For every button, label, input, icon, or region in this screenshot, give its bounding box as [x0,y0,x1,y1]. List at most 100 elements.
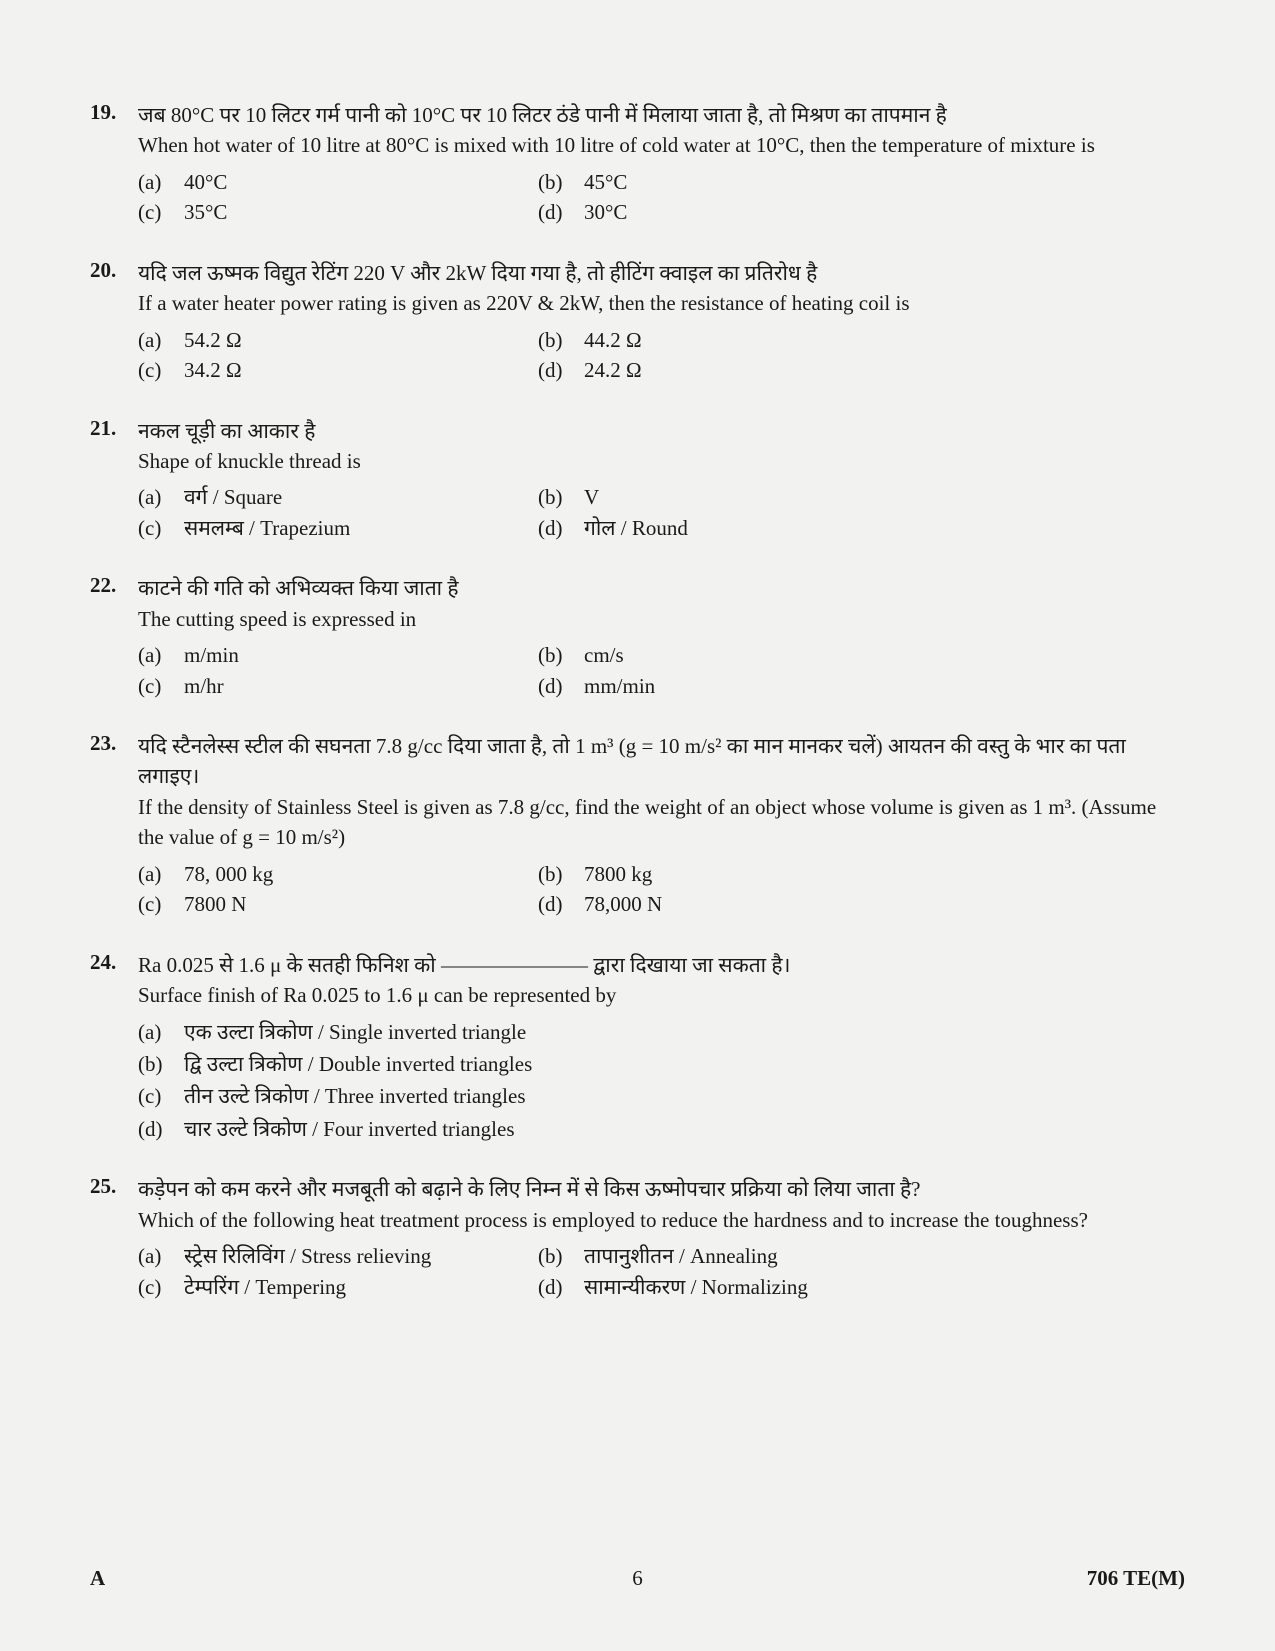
option[interactable]: (a)40°C [138,167,538,197]
option[interactable]: (b)7800 kg [538,859,1185,889]
question: 23.यदि स्टैनलेस्स स्टील की सघनता 7.8 g/c… [90,731,1185,920]
option-text: 35°C [184,197,538,227]
option-text: 34.2 Ω [184,355,538,385]
question-text-english: Surface finish of Ra 0.025 to 1.6 μ can … [138,980,1185,1010]
question-text-english: Shape of knuckle thread is [138,446,1185,476]
option-label: (b) [538,167,584,197]
option-label: (a) [138,167,184,197]
option-label: (a) [138,482,184,512]
question-text-hindi: काटने की गति को अभिव्यक्त किया जाता है [138,573,1185,603]
option-label: (c) [138,671,184,701]
question-number: 22. [90,573,138,701]
option-text: सामान्यीकरण / Normalizing [584,1272,1185,1302]
option-label: (d) [538,513,584,543]
options-container: (a)40°C(b)45°C(c)35°C(d)30°C [138,167,1185,228]
option-label: (c) [138,1081,184,1111]
question-number: 21. [90,416,138,544]
option-row: (c)34.2 Ω(d)24.2 Ω [138,355,1185,385]
option[interactable]: (a)m/min [138,640,538,670]
option-row: (c)समलम्ब / Trapezium(d)गोल / Round [138,513,1185,543]
option-label: (d) [538,197,584,227]
question-text-hindi: यदि जल ऊष्मक विद्युत रेटिंग 220 V और 2kW… [138,258,1185,288]
option-row: (c)टेम्परिंग / Tempering(d)सामान्यीकरण /… [138,1272,1185,1302]
question-body: कड़ेपन को कम करने और मजबूती को बढ़ाने के… [138,1174,1185,1302]
options-container: (a)m/min(b)cm/s(c)m/hr(d)mm/min [138,640,1185,701]
option-row: (a)78, 000 kg(b)7800 kg [138,859,1185,889]
option-label: (d) [538,355,584,385]
option[interactable]: (b)V [538,482,1185,512]
question-text-hindi: कड़ेपन को कम करने और मजबूती को बढ़ाने के… [138,1174,1185,1204]
option-text: 44.2 Ω [584,325,1185,355]
question-text-english: If a water heater power rating is given … [138,288,1185,318]
option-text: स्ट्रेस रिलिविंग / Stress relieving [184,1241,538,1271]
option[interactable]: (c)35°C [138,197,538,227]
option[interactable]: (d)30°C [538,197,1185,227]
option[interactable]: (b)45°C [538,167,1185,197]
question: 25.कड़ेपन को कम करने और मजबूती को बढ़ाने… [90,1174,1185,1302]
option[interactable]: (b)44.2 Ω [538,325,1185,355]
question-text-english: Which of the following heat treatment pr… [138,1205,1185,1235]
question-body: यदि जल ऊष्मक विद्युत रेटिंग 220 V और 2kW… [138,258,1185,386]
question-text-english: If the density of Stainless Steel is giv… [138,792,1185,853]
option-label: (d) [538,671,584,701]
question: 21.नकल चूड़ी का आकार हैShape of knuckle … [90,416,1185,544]
option[interactable]: (d)24.2 Ω [538,355,1185,385]
option[interactable]: (b)cm/s [538,640,1185,670]
option-text: 30°C [584,197,1185,227]
option-label: (a) [138,859,184,889]
option-label: (d) [538,1272,584,1302]
option[interactable]: (c)समलम्ब / Trapezium [138,513,538,543]
option[interactable]: (c)m/hr [138,671,538,701]
option[interactable]: (d)mm/min [538,671,1185,701]
option-label: (c) [138,889,184,919]
option[interactable]: (b)तापानुशीतन / Annealing [538,1241,1185,1271]
option-text: 45°C [584,167,1185,197]
option-text: द्वि उल्टा त्रिकोण / Double inverted tri… [184,1049,1185,1079]
question-text-english: When hot water of 10 litre at 80°C is mi… [138,130,1185,160]
option[interactable]: (a)54.2 Ω [138,325,538,355]
option-text: 7800 N [184,889,538,919]
option-label: (d) [538,889,584,919]
options-container: (a)एक उल्टा त्रिकोण / Single inverted tr… [138,1017,1185,1145]
option[interactable]: (d)सामान्यीकरण / Normalizing [538,1272,1185,1302]
option[interactable]: (a)वर्ग / Square [138,482,538,512]
option[interactable]: (c)7800 N [138,889,538,919]
question-text-english: The cutting speed is expressed in [138,604,1185,634]
option-text: 40°C [184,167,538,197]
option[interactable]: (d)गोल / Round [538,513,1185,543]
question-body: Ra 0.025 से 1.6 μ के सतही फिनिश को —————… [138,950,1185,1145]
option[interactable]: (d)चार उल्टे त्रिकोण / Four inverted tri… [138,1114,1185,1144]
question-text-hindi: यदि स्टैनलेस्स स्टील की सघनता 7.8 g/cc द… [138,731,1185,792]
options-container: (a)वर्ग / Square(b)V(c)समलम्ब / Trapeziu… [138,482,1185,543]
option-row: (a)54.2 Ω(b)44.2 Ω [138,325,1185,355]
option-text: गोल / Round [584,513,1185,543]
question-number: 19. [90,100,138,228]
options-container: (a)स्ट्रेस रिलिविंग / Stress relieving(b… [138,1241,1185,1302]
question-body: जब 80°C पर 10 लिटर गर्म पानी को 10°C पर … [138,100,1185,228]
option-label: (a) [138,640,184,670]
option-text: 7800 kg [584,859,1185,889]
option-text: तापानुशीतन / Annealing [584,1241,1185,1271]
option-label: (b) [538,640,584,670]
option[interactable]: (a)स्ट्रेस रिलिविंग / Stress relieving [138,1241,538,1271]
question: 20.यदि जल ऊष्मक विद्युत रेटिंग 220 V और … [90,258,1185,386]
option-label: (d) [138,1114,184,1144]
option-row: (a)m/min(b)cm/s [138,640,1185,670]
option-label: (b) [138,1049,184,1079]
option-row: (c)7800 N(d)78,000 N [138,889,1185,919]
option-row: (a)वर्ग / Square(b)V [138,482,1185,512]
option-row: (c)35°C(d)30°C [138,197,1185,227]
option[interactable]: (d)78,000 N [538,889,1185,919]
question: 19.जब 80°C पर 10 लिटर गर्म पानी को 10°C … [90,100,1185,228]
option-label: (c) [138,355,184,385]
option-text: 54.2 Ω [184,325,538,355]
option[interactable]: (c)टेम्परिंग / Tempering [138,1272,538,1302]
option[interactable]: (b)द्वि उल्टा त्रिकोण / Double inverted … [138,1049,1185,1079]
option[interactable]: (c)तीन उल्टे त्रिकोण / Three inverted tr… [138,1081,1185,1111]
option[interactable]: (a)78, 000 kg [138,859,538,889]
option-row: (a)40°C(b)45°C [138,167,1185,197]
option[interactable]: (c)34.2 Ω [138,355,538,385]
option-label: (a) [138,325,184,355]
option[interactable]: (a)एक उल्टा त्रिकोण / Single inverted tr… [138,1017,1185,1047]
option-text: वर्ग / Square [184,482,538,512]
